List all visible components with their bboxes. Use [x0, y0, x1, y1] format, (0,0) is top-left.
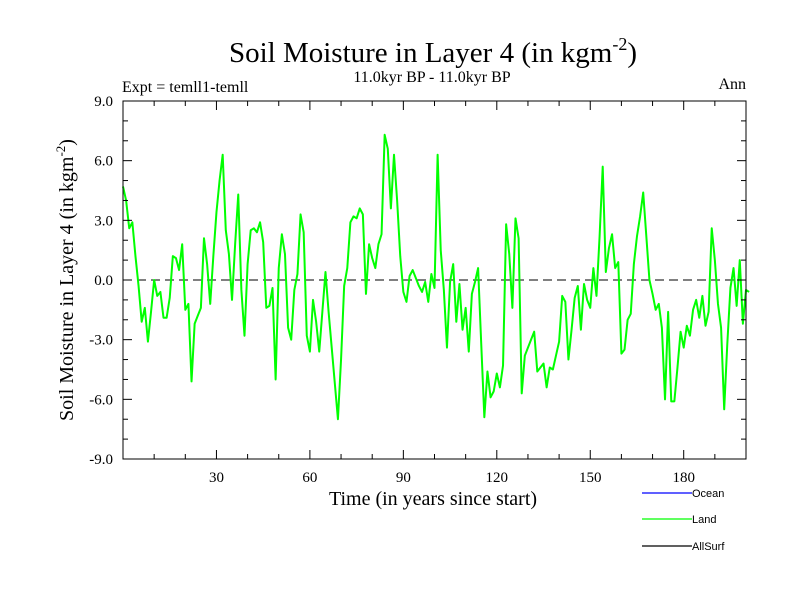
season-label: Ann — [718, 76, 746, 93]
experiment-label: Expt = temll1-temll — [122, 79, 249, 96]
plot-area: 30 60 90 120 150 180 -9.0 -6.0 -3.0 0.0 3.0 6.0 9.0 — [89, 94, 750, 486]
x-axis-label: Time (in years since start) — [329, 488, 537, 510]
series-line-land — [122, 133, 750, 421]
x-tick-label: 30 — [209, 470, 224, 486]
y-tick-label: -3.0 — [89, 333, 113, 349]
legend-label-land: Land — [692, 514, 716, 526]
y-tick-label: -6.0 — [89, 392, 113, 408]
chart-subtitle: 11.0kyr BP - 11.0kyr BP — [353, 69, 510, 86]
y-axis-label: Soil Moisture in Layer 4 (in kgm-2) — [53, 139, 78, 421]
x-tick-label: 90 — [396, 470, 411, 486]
x-tick-label: 120 — [486, 470, 509, 486]
y-tick-label: 0.0 — [94, 273, 113, 289]
y-tick-label: 6.0 — [94, 154, 113, 170]
x-tick-label: 180 — [672, 470, 695, 486]
y-tick-label: 3.0 — [94, 213, 113, 229]
y-tick-label: 9.0 — [94, 94, 113, 110]
y-tick-label: -9.0 — [89, 452, 113, 468]
legend-label-allsurf: AllSurf — [692, 541, 725, 553]
legend-label-ocean: Ocean — [692, 488, 724, 500]
chart-title: Soil Moisture in Layer 4 (in kgm-2) — [229, 34, 637, 69]
x-tick-label: 60 — [302, 470, 317, 486]
legend: Ocean Land AllSurf — [642, 488, 725, 553]
x-tick-label: 150 — [579, 470, 602, 486]
